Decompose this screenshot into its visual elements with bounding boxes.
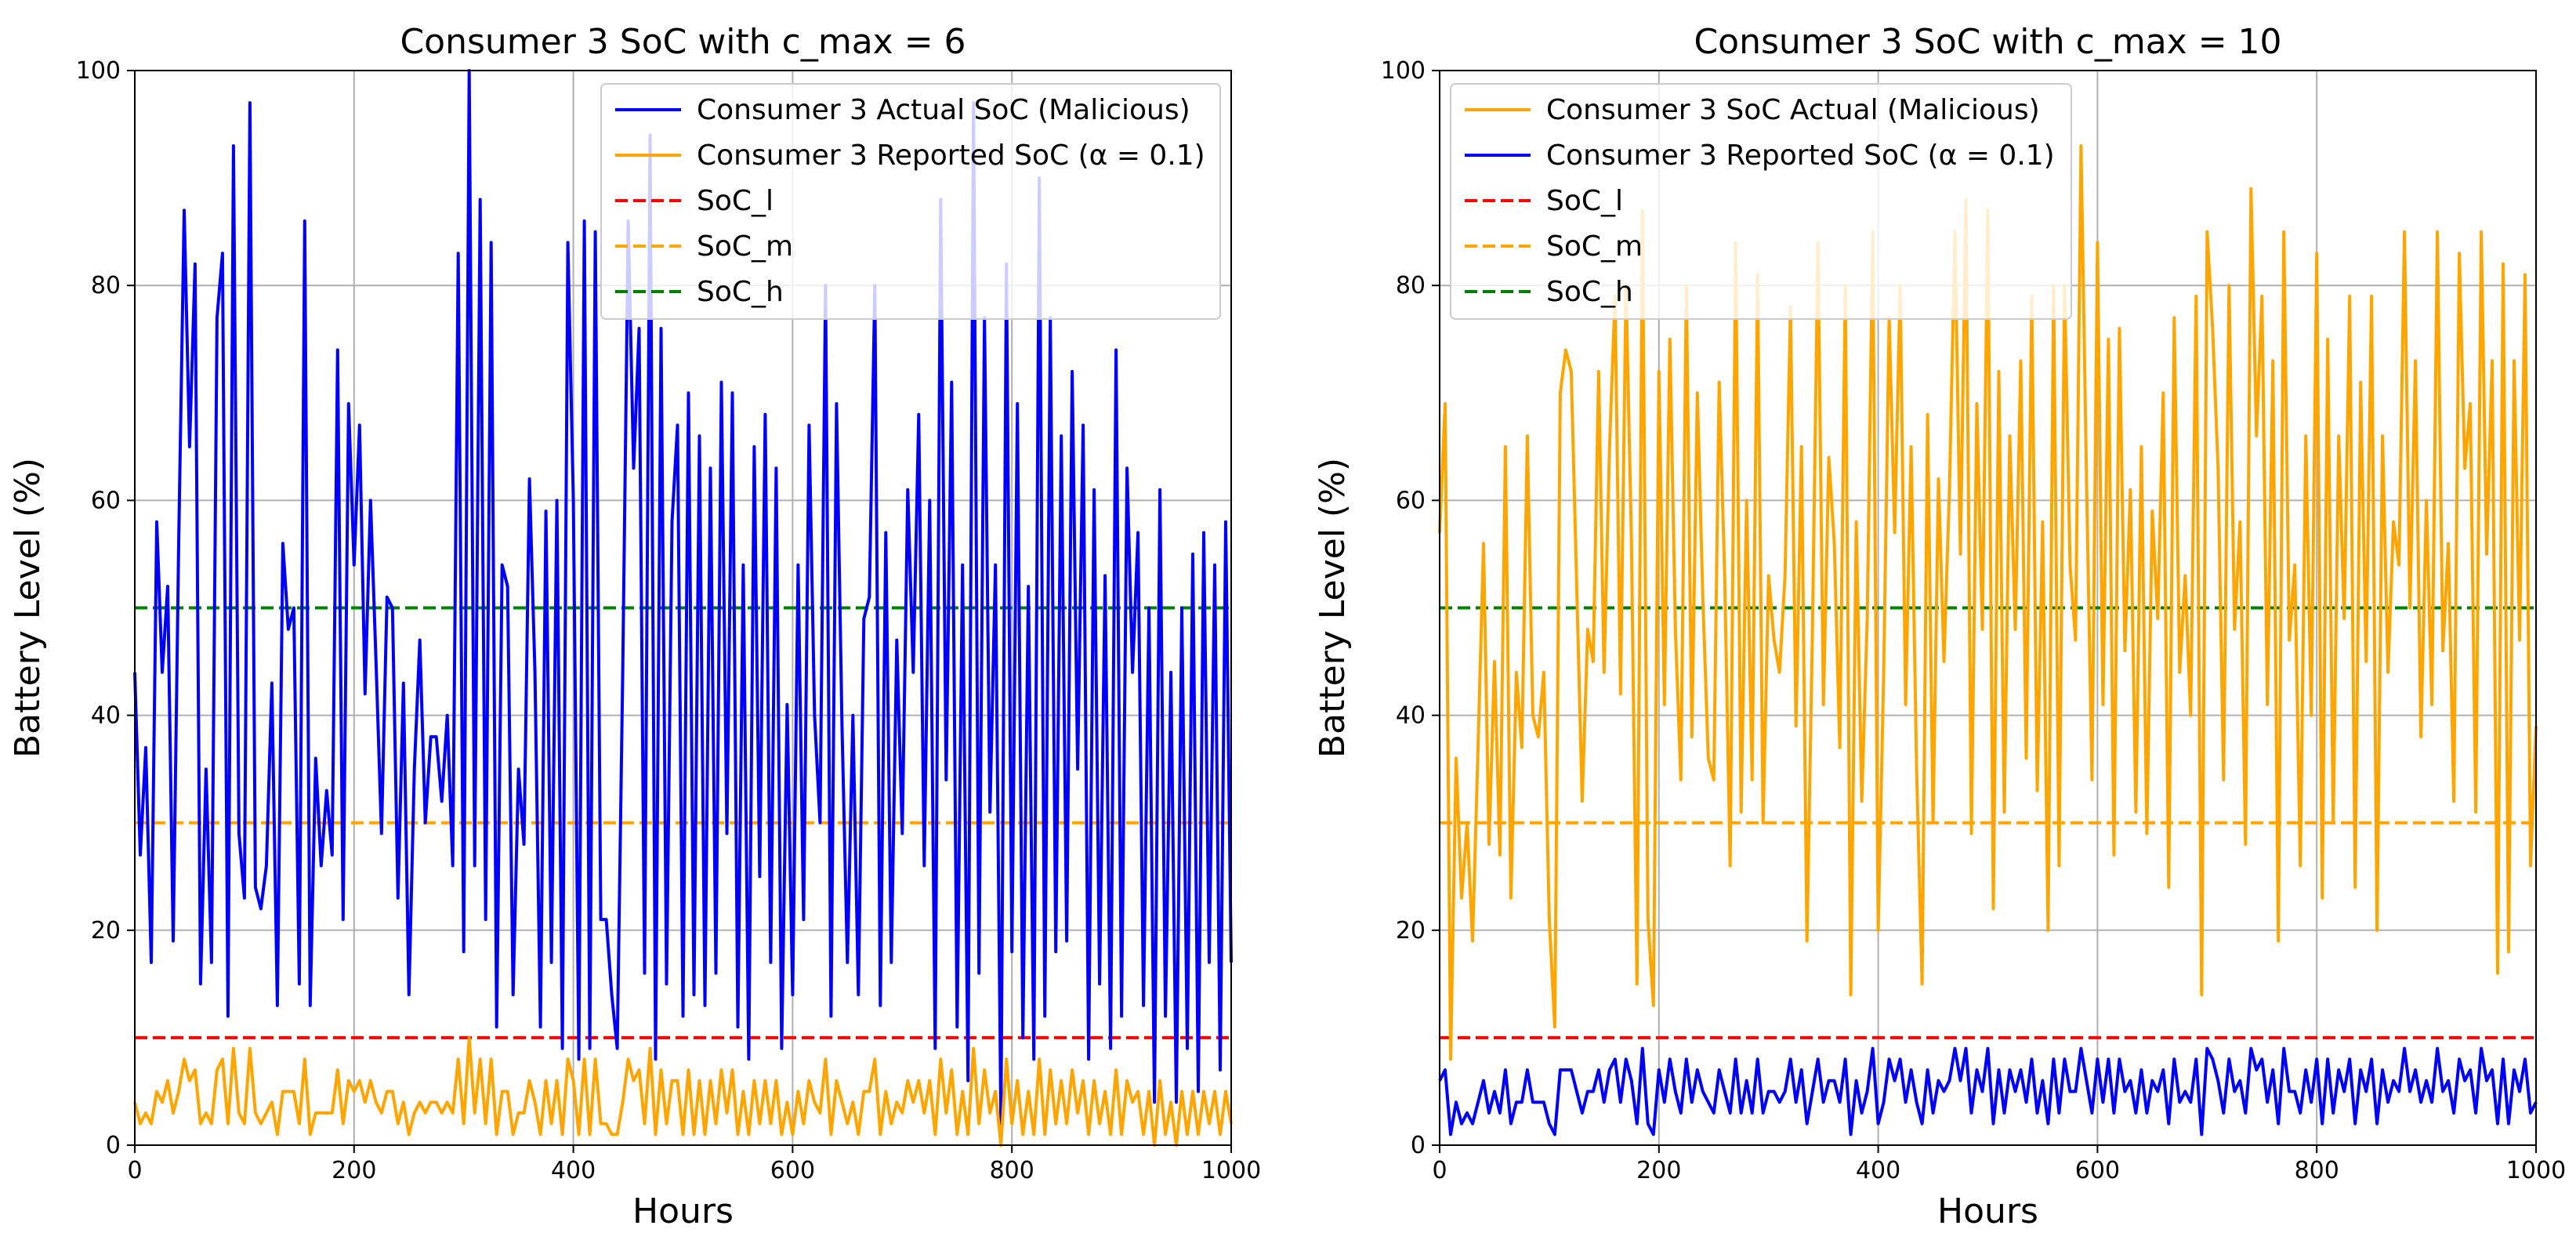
y-tick-label: 60 xyxy=(91,487,121,514)
legend-label: SoC_l xyxy=(697,185,774,217)
y-tick-label: 40 xyxy=(91,702,121,730)
legend-label: SoC_h xyxy=(1546,276,1633,308)
y-axis-label: Battery Level (%) xyxy=(1313,458,1353,758)
x-axis-label: Hours xyxy=(632,1191,734,1231)
legend: Consumer 3 Actual SoC (Malicious) Consume… xyxy=(600,83,1221,320)
x-tick-label: 600 xyxy=(770,1157,815,1184)
x-tick-label: 800 xyxy=(990,1157,1034,1184)
legend-label: SoC_m xyxy=(697,230,793,263)
series-line xyxy=(133,1035,1233,1147)
x-tick-label: 1000 xyxy=(1201,1157,1261,1184)
x-tick-label: 200 xyxy=(1636,1157,1681,1184)
legend-label: SoC_m xyxy=(1546,230,1643,263)
x-tick-label: 400 xyxy=(1856,1157,1900,1184)
chart-right: 0 200 400 600 800 1000 0 20 40 60 80 100 Consumer 3… xyxy=(1313,22,2566,1231)
legend-label: Consumer 3 Reported SoC (α = 0.1) xyxy=(1546,140,2055,172)
chart-left: 0 200 400 600 800 1000 0 20 40 60 80 100 Consumer 3… xyxy=(8,22,1261,1231)
x-axis-label: Hours xyxy=(1937,1191,2038,1231)
plot-frame xyxy=(1439,70,2537,1146)
x-tick-label: 0 xyxy=(1432,1157,1447,1184)
y-axis-label: Battery Level (%) xyxy=(8,458,48,758)
legend-label: Consumer 3 Actual SoC (Malicious) xyxy=(697,94,1190,126)
y-tick-label: 40 xyxy=(1396,702,1426,730)
y-tick-label: 80 xyxy=(1396,272,1426,299)
y-tick-label: 100 xyxy=(1381,57,1426,85)
legend-label: Consumer 3 SoC Actual (Malicious) xyxy=(1546,94,2040,126)
chart-title: Consumer 3 SoC with c_max = 6 xyxy=(400,22,966,62)
y-tick-label: 80 xyxy=(91,272,121,299)
plot-frame xyxy=(134,70,1232,1146)
legend: Consumer 3 SoC Actual (Malicious) Consume… xyxy=(1450,83,2072,320)
legend-label: SoC_h xyxy=(697,276,784,308)
x-tick-label: 800 xyxy=(2295,1157,2339,1184)
x-tick-label: 600 xyxy=(2075,1157,2120,1184)
legend-box xyxy=(600,83,1221,320)
legend-label: Consumer 3 Reported SoC (α = 0.1) xyxy=(697,140,1205,172)
series-line xyxy=(1438,1046,2538,1137)
y-tick-label: 60 xyxy=(1396,487,1426,514)
y-tick-label: 0 xyxy=(106,1132,121,1159)
x-tick-label: 400 xyxy=(551,1157,596,1184)
y-tick-label: 0 xyxy=(1411,1132,1426,1159)
series-line xyxy=(133,69,1233,1126)
chart-title: Consumer 3 SoC with c_max = 10 xyxy=(1694,22,2281,62)
y-tick-label: 20 xyxy=(91,917,121,945)
y-tick-label: 100 xyxy=(76,57,121,85)
y-tick-label: 20 xyxy=(1396,917,1426,945)
x-tick-label: 200 xyxy=(332,1157,376,1184)
x-tick-label: 0 xyxy=(127,1157,142,1184)
legend-box xyxy=(1450,83,2072,320)
legend-label: SoC_l xyxy=(1546,185,1623,217)
x-tick-label: 1000 xyxy=(2506,1157,2566,1184)
